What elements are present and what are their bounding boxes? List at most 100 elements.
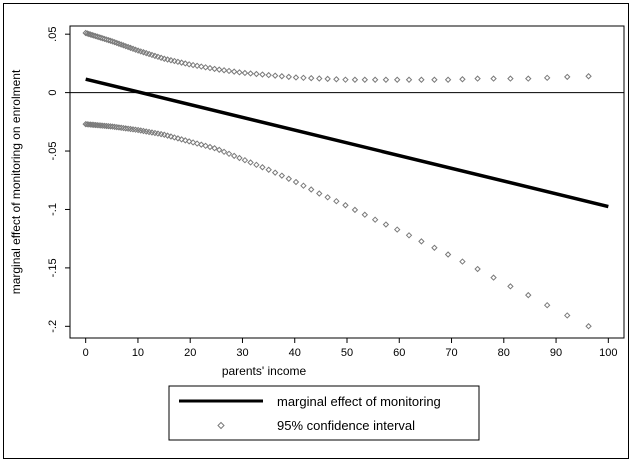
x-tick-label: 100: [599, 347, 617, 359]
y-tick-label: .05: [47, 27, 59, 42]
ci-lower-marker: [393, 226, 401, 233]
ci-upper-marker: [253, 70, 260, 78]
ci-lower-marker: [300, 182, 307, 189]
y-tick-label: 0: [47, 90, 59, 96]
ci-upper-marker: [271, 72, 279, 79]
ci-lower-marker: [99, 122, 106, 129]
ci-upper-marker: [431, 76, 438, 83]
ci-lower-marker: [292, 178, 300, 186]
ci-lower-marker: [278, 172, 286, 179]
ci-lower-marker: [101, 122, 108, 130]
ci-lower-marker: [182, 137, 189, 144]
ci-upper-marker: [99, 35, 106, 42]
ci-upper-marker: [157, 54, 165, 61]
ci-lower-marker: [178, 136, 185, 143]
ci-upper-marker: [543, 74, 551, 82]
ci-lower-marker: [307, 186, 315, 193]
ci-lower-marker: [316, 190, 323, 197]
ci-lower-marker: [351, 206, 359, 214]
ci-lower-marker: [117, 124, 125, 131]
ci-lower-marker: [382, 221, 390, 228]
ci-upper-marker: [220, 67, 228, 74]
ci-upper-marker: [564, 73, 571, 81]
ci-upper-marker: [361, 76, 369, 83]
ci-lower-marker: [109, 123, 116, 130]
ci-upper-marker: [459, 76, 466, 83]
x-tick-label: 90: [550, 347, 562, 359]
ci-lower-marker: [324, 194, 331, 201]
ci-lower-marker: [507, 283, 514, 290]
x-tick-label: 80: [498, 347, 510, 359]
ci-upper-marker: [300, 74, 307, 82]
ci-lower-marker: [342, 202, 349, 209]
ci-upper-marker: [236, 69, 243, 76]
ci-lower-marker: [418, 238, 425, 245]
x-tick-label: 30: [236, 347, 248, 359]
ci-lower-marker: [167, 133, 175, 140]
ci-upper-marker: [174, 58, 182, 66]
ci-lower-marker: [211, 145, 218, 152]
ci-upper-marker: [474, 75, 481, 82]
x-axis-title: parents' income: [222, 364, 307, 378]
y-tick-label: -.15: [47, 258, 59, 277]
x-tick-label: 20: [184, 347, 196, 359]
ci-upper-marker: [95, 33, 103, 41]
y-tick-label: -.05: [47, 142, 59, 161]
ci-upper-marker: [342, 76, 349, 83]
legend: marginal effect of monitoring 95% confid…: [168, 385, 480, 441]
ci-upper-marker: [206, 64, 214, 72]
ci-lower-marker: [105, 122, 112, 130]
ci-lower-marker: [193, 140, 201, 147]
ci-upper-marker: [92, 32, 99, 40]
ci-upper-marker: [230, 68, 238, 75]
ci-upper-marker: [198, 63, 205, 70]
y-tick-label: -.1: [47, 203, 59, 216]
ci-upper-marker: [241, 69, 249, 77]
ci-upper-marker: [585, 73, 592, 80]
ci-upper-marker: [525, 75, 532, 82]
marginal-effect-layer: [85, 77, 609, 209]
ci-lower-marker: [161, 131, 168, 138]
ci-lower-marker: [97, 122, 105, 129]
ci-lower-marker: [490, 274, 497, 281]
ci-lower-marker: [253, 161, 260, 169]
ci-lower-marker: [225, 150, 233, 158]
ci-lower-marker: [111, 123, 118, 131]
ci-upper-marker: [82, 29, 89, 37]
ci-lower-marker: [164, 132, 171, 139]
ci-lower-marker: [444, 251, 452, 258]
plot-area: [69, 25, 625, 339]
x-tick-label: 50: [341, 347, 353, 359]
ci-upper-marker: [101, 35, 108, 43]
ci-lower-marker: [543, 301, 551, 309]
confidence-interval-layer: [82, 29, 592, 330]
ci-upper-marker: [211, 65, 218, 73]
ci-upper-marker: [164, 56, 171, 63]
ci-lower-marker: [103, 122, 110, 130]
x-tick-label: 10: [132, 347, 144, 359]
ci-lower-marker: [220, 148, 228, 156]
ci-upper-marker: [87, 31, 94, 38]
legend-marker-swatch: [217, 421, 225, 430]
marginal-effect-line: [85, 77, 609, 209]
ci-upper-marker: [167, 57, 175, 64]
ci-upper-marker: [259, 71, 266, 78]
x-tick-label: 70: [445, 347, 457, 359]
x-tick-label: 60: [393, 347, 405, 359]
ci-lower-marker: [216, 146, 223, 154]
ci-lower-marker: [241, 156, 249, 164]
legend-label-marginal-effect: marginal effect of monitoring: [277, 394, 441, 409]
y-axis-title: marginal effect of monitoring on enrolme…: [9, 69, 23, 294]
chart-svg: 0 10 20 30 40 50 60 70 80 90 100 .05 0 -.05 -.1 -.15 -.…: [9, 25, 625, 441]
y-tick-label: -.2: [47, 320, 59, 333]
ci-upper-marker: [178, 59, 185, 66]
ci-lower-marker: [333, 197, 340, 205]
ci-upper-marker: [90, 32, 98, 39]
ci-upper-marker: [507, 75, 514, 82]
ci-lower-marker: [107, 123, 114, 130]
legend-box: [168, 385, 480, 441]
ci-lower-marker: [174, 135, 182, 142]
ci-lower-marker: [431, 244, 438, 251]
ci-lower-marker: [230, 152, 238, 160]
ci-upper-marker: [88, 31, 96, 39]
